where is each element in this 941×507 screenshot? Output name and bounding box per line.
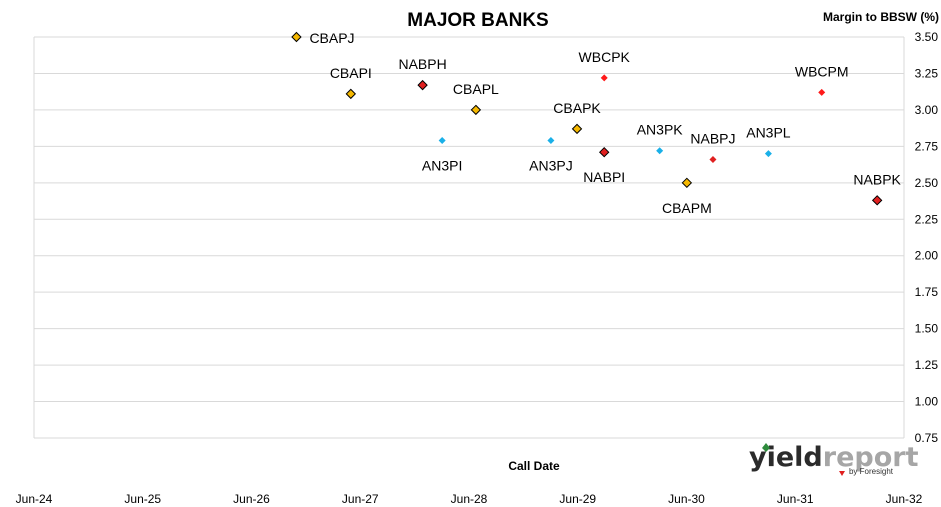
point-labels: CBAPJ CBAPI NABPH CBAPL AN3PI WBCPK CBAPK AN3PJ… <box>309 30 901 216</box>
y-tick-label: 2.75 <box>915 139 939 153</box>
y-axis-ticks: 0.75 1.00 1.25 1.50 1.75 2.00 2.25 2.50 2.75 3.00… <box>915 30 939 445</box>
x-tick-label: Jun-24 <box>16 492 53 506</box>
x-tick-label: Jun-27 <box>342 492 379 506</box>
data-point-an3pk <box>656 147 664 155</box>
point-label: AN3PK <box>637 122 684 138</box>
y-tick-label: 3.00 <box>915 103 939 117</box>
x-tick-label: Jun-32 <box>886 492 923 506</box>
gridlines <box>33 36 905 439</box>
x-axis-title: Call Date <box>508 459 560 473</box>
y-tick-label: 0.75 <box>915 431 939 445</box>
point-label: WBCPK <box>579 49 631 65</box>
data-point-an3pj <box>547 137 555 145</box>
y-tick-label: 1.50 <box>915 322 939 336</box>
data-point-cbapi <box>345 88 357 100</box>
logo-byline: by Foresight <box>849 467 894 476</box>
y-tick-label: 3.50 <box>915 30 939 44</box>
chart-title: MAJOR BANKS <box>407 10 548 31</box>
y-tick-label: 2.25 <box>915 212 939 226</box>
x-tick-label: Jun-26 <box>233 492 270 506</box>
point-label: NABPI <box>583 169 625 185</box>
data-point-nabpi <box>599 146 610 158</box>
point-label: AN3PJ <box>529 158 573 174</box>
y-tick-label: 1.00 <box>915 395 939 409</box>
x-tick-label: Jun-28 <box>451 492 488 506</box>
logo-leaf-icon <box>762 443 770 452</box>
x-tick-label: Jun-25 <box>124 492 161 506</box>
point-label: AN3PL <box>746 125 791 141</box>
data-point-nabpk <box>871 195 883 206</box>
y-tick-label: 1.25 <box>915 358 939 372</box>
data-point-cbapk <box>571 123 583 135</box>
point-label: NABPK <box>853 171 901 187</box>
y-axis-title: Margin to BBSW (%) <box>823 10 939 24</box>
data-point-wbcpm <box>818 88 826 96</box>
data-point-nabpj <box>709 155 717 163</box>
point-label: NABPJ <box>690 130 735 146</box>
y-tick-label: 2.00 <box>915 249 939 263</box>
data-point-cbapm <box>681 177 693 189</box>
x-tick-label: Jun-29 <box>559 492 596 506</box>
point-label: WBCPM <box>795 63 849 79</box>
point-label: AN3PI <box>422 158 462 174</box>
data-point-cbapl <box>470 104 482 116</box>
point-label: CBAPJ <box>309 30 354 46</box>
data-point-nabph <box>417 79 428 91</box>
logo-triangle-icon <box>839 471 845 476</box>
logo-prefix: yield <box>749 442 823 473</box>
x-axis-ticks: Jun-24 Jun-25 Jun-26 Jun-27 Jun-28 Jun-29 Jun-… <box>16 492 923 506</box>
x-tick-label: Jun-30 <box>668 492 705 506</box>
yieldreport-logo: yieldreport by Foresight <box>749 442 919 476</box>
y-tick-label: 2.50 <box>915 176 939 190</box>
point-label: CBAPK <box>553 100 601 116</box>
data-point-wbcpk <box>600 74 608 82</box>
logo-suffix: report <box>823 442 919 473</box>
y-tick-label: 3.25 <box>915 66 939 80</box>
data-point-cbapj <box>291 31 302 43</box>
data-points <box>291 31 883 206</box>
x-tick-label: Jun-31 <box>777 492 814 506</box>
point-label: CBAPI <box>330 65 372 81</box>
point-label: CBAPM <box>662 200 712 216</box>
y-tick-label: 1.75 <box>915 285 939 299</box>
point-label: NABPH <box>398 56 446 72</box>
data-point-an3pi <box>438 137 446 145</box>
data-point-an3pl <box>764 150 772 158</box>
logo-wordmark: yieldreport <box>749 442 919 473</box>
point-label: CBAPL <box>453 81 499 97</box>
